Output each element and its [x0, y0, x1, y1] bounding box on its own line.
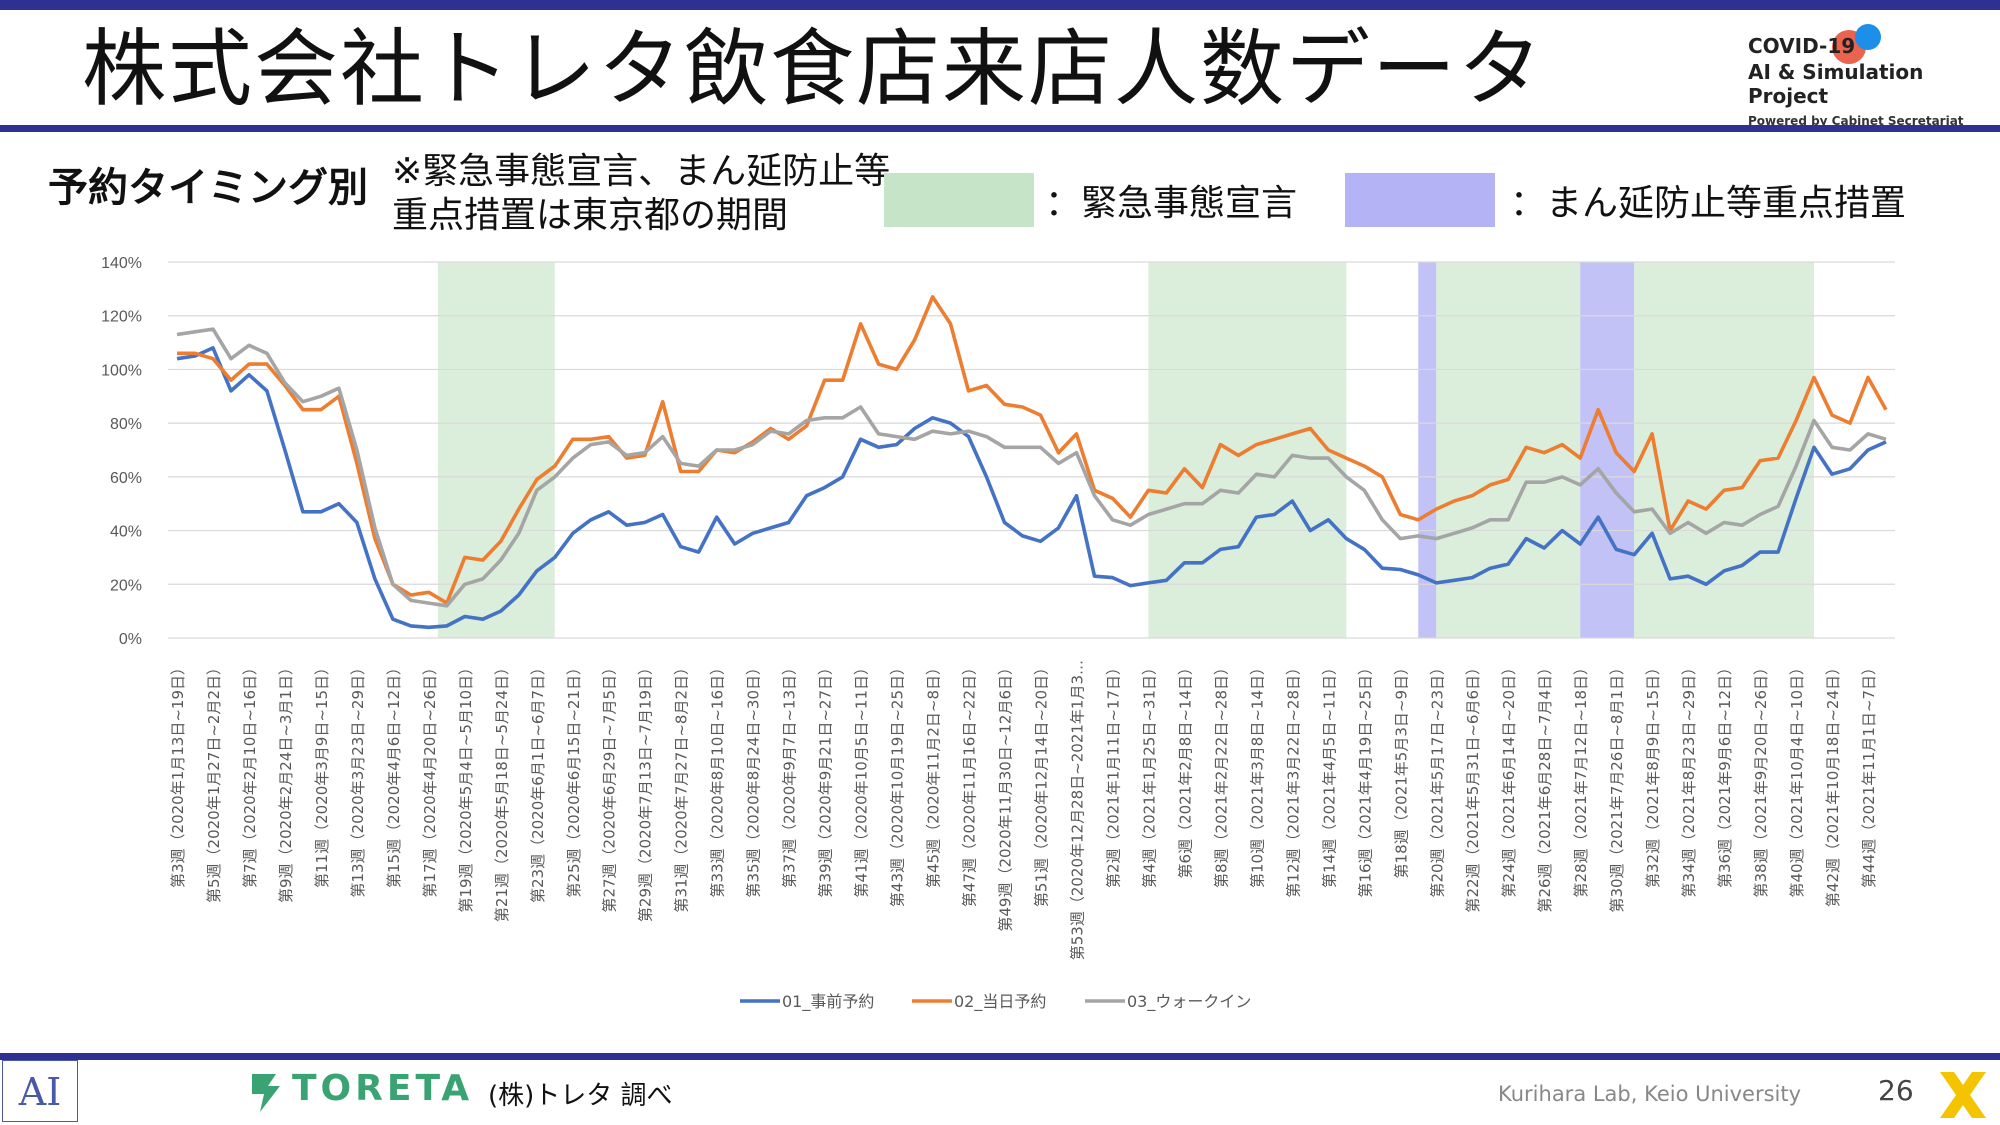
toreta-logo: TORETA: [292, 1068, 474, 1109]
chart-legend: 01_事前予約 02_当日予約 03_ウォークイン: [740, 992, 1251, 1012]
x-tick-label: 第13週（2020年3月23日~29日）: [349, 660, 367, 898]
x-tick-label: 第9週（2020年2月24日~3月1日）: [277, 660, 295, 903]
series-line-2: [177, 295, 1888, 605]
slide-title: 株式会社トレタ飲食店来店人数データ: [82, 20, 1545, 118]
brand-line-1: COVID-19: [1748, 34, 1856, 58]
y-tick-label: 120%: [101, 309, 142, 326]
chart-subtitle: 予約タイミング別: [48, 165, 368, 211]
x-tick-label: 第2週（2021年1月11日~17日）: [1105, 660, 1123, 888]
chart-series-lines: [176, 295, 1888, 630]
series-line-1: [176, 346, 1887, 630]
x-tick-label: 第41週（2020年10月5日~11日）: [853, 660, 871, 898]
x-axis-labels: 第3週（2020年1月13日~19日） 第5週（2020年1月27日~2月2日） 第…: [169, 660, 1878, 960]
x-tick-label: 第26週（2021年6月28日~7月4日）: [1536, 660, 1554, 913]
y-tick-label: 140%: [101, 255, 142, 272]
x-tick-label: 第37週（2020年9月7日~13日）: [781, 660, 799, 888]
legend-emergency-swatch: [884, 173, 1034, 227]
brand-dot-icon: [1855, 24, 1881, 50]
x-tick-label: 第31週（2020年7月27日~8月2日）: [673, 660, 691, 913]
legend-priority-label: ：まん延防止等重点措置: [1510, 183, 1907, 224]
x-tick-label: 第7週（2020年2月10日~16日）: [241, 660, 259, 888]
x-tick-label: 第29週（2020年7月13日~7月19日）: [637, 660, 655, 922]
band-priority: [1418, 262, 1437, 638]
x-tick-label: 第36週（2021年9月6日~12日）: [1716, 660, 1734, 888]
project-brand: COVID-19 AI & Simulation Project Powered…: [1748, 34, 1988, 128]
y-tick-label: 100%: [101, 362, 142, 379]
x-tick-label: 第21週（2020年5月18日~5月24日）: [493, 660, 511, 922]
x-tick-label: 第5週（2020年1月27日~2月2日）: [205, 660, 223, 903]
x-tick-label: 第51週（2020年12月14日~20日）: [1033, 660, 1051, 907]
brand-line-2: AI & Simulation Project: [1748, 60, 1924, 108]
project-x-icon: [1940, 1072, 1986, 1118]
y-tick-label: 0%: [119, 631, 142, 648]
x-tick-label: 第10週（2021年3月8日~14日）: [1248, 660, 1266, 888]
y-tick-label: 20%: [110, 577, 142, 594]
x-tick-label: 第12週（2021年3月22日~28日）: [1284, 660, 1302, 898]
x-tick-label: 第30週（2021年7月26日~8月1日）: [1608, 660, 1626, 913]
x-tick-label: 第35週（2020年8月24日~30日）: [745, 660, 763, 898]
legend-label: 02_当日予約: [954, 992, 1046, 1012]
legend-label: 03_ウォークイン: [1127, 992, 1251, 1012]
y-tick-label: 80%: [110, 416, 142, 433]
data-source: (株)トレタ 調べ: [488, 1081, 673, 1111]
period-bands: [437, 262, 1815, 638]
line-chart: 0% 20% 40% 60% 80% 100% 120% 140% 第3週（2020年1月13…: [101, 255, 1895, 1012]
x-tick-label: 第20週（2021年5月17日~23日）: [1428, 660, 1446, 898]
x-tick-label: 第28週（2021年7月12日~18日）: [1572, 660, 1590, 898]
x-tick-label: 第33週（2020年8月10日~16日）: [709, 660, 727, 898]
x-tick-label: 第23週（2020年6月1日~6月7日）: [529, 660, 547, 903]
x-tick-label: 第47週（2020年11月16日~22日）: [961, 660, 979, 907]
x-tick-label: 第42週（2021年10月18日~24日）: [1824, 660, 1842, 907]
legend-label: 01_事前予約: [782, 992, 874, 1012]
period-note: ※緊急事態宣言、まん延防止等重点措置は東京都の期間: [392, 151, 891, 236]
x-tick-label: 第11週（2020年3月9日~15日）: [313, 660, 331, 888]
x-tick-label: 第49週（2020年11月30日~12月6日）: [997, 660, 1015, 932]
band-emergency: [1634, 262, 1815, 638]
x-tick-label: 第18週（2021年5月3日~9日）: [1392, 660, 1410, 878]
toreta-leaf-icon: [252, 1074, 280, 1112]
y-axis-ticks: 0% 20% 40% 60% 80% 100% 120% 140%: [101, 255, 142, 648]
x-tick-label: 第4週（2021年1月25日~31日）: [1140, 660, 1158, 888]
footer-divider: [0, 1053, 2000, 1060]
x-tick-label: 第8週（2021年2月22日~28日）: [1212, 660, 1230, 888]
title-divider: [0, 125, 2000, 132]
x-tick-label: 第24週（2021年6月14日~20日）: [1500, 660, 1518, 898]
brand-line-3: Powered by Cabinet Secretariat: [1748, 114, 1964, 128]
x-tick-label: 第17週（2020年4月20日~26日）: [421, 660, 439, 898]
x-tick-label: 第15週（2020年4月6日~12日）: [385, 660, 403, 888]
lab-logo: AI: [2, 1060, 78, 1122]
x-tick-label: 第16週（2021年4月19日~25日）: [1356, 660, 1374, 898]
x-tick-label: 第38週（2021年9月20日~26日）: [1752, 660, 1770, 898]
x-tick-label: 第3週（2020年1月13日~19日）: [169, 660, 187, 888]
x-tick-label: 第40週（2021年10月4日~10日）: [1788, 660, 1806, 898]
x-tick-label: 第39週（2020年9月21日~27日）: [817, 660, 835, 898]
page-number: 26: [1878, 1074, 1914, 1107]
x-tick-label: 第44週（2021年11月1日~7日）: [1860, 660, 1878, 888]
x-tick-label: 第45週（2020年11月2日~8日）: [925, 660, 943, 888]
x-tick-label: 第34週（2021年8月23日~29日）: [1680, 660, 1698, 898]
band-emergency: [1436, 262, 1581, 638]
x-tick-label: 第53週（2020年12月28日~2021年1月3…: [1069, 660, 1087, 960]
series-line-3: [176, 327, 1887, 608]
top-accent-bar: [0, 0, 2000, 10]
x-tick-label: 第22週（2021年5月31日~6月6日）: [1464, 660, 1482, 913]
lab-credit: Kurihara Lab, Keio University: [1498, 1082, 1802, 1106]
x-tick-label: 第25週（2020年6月15日~21日）: [565, 660, 583, 898]
legend-priority-swatch: [1345, 173, 1495, 227]
y-tick-label: 40%: [110, 524, 142, 541]
x-tick-label: 第14週（2021年4月5日~11日）: [1320, 660, 1338, 888]
x-tick-label: 第43週（2020年10月19日~25日）: [889, 660, 907, 907]
x-tick-label: 第6週（2021年2月8日~14日）: [1176, 660, 1194, 878]
y-tick-label: 60%: [110, 470, 142, 487]
band-priority: [1580, 262, 1635, 638]
x-tick-label: 第19週（2020年5月4日~5月10日）: [457, 660, 475, 913]
x-tick-label: 第27週（2020年6月29日~7月5日）: [601, 660, 619, 913]
legend-emergency-label: ：緊急事態宣言: [1045, 183, 1298, 224]
x-tick-label: 第32週（2021年8月9日~15日）: [1644, 660, 1662, 888]
